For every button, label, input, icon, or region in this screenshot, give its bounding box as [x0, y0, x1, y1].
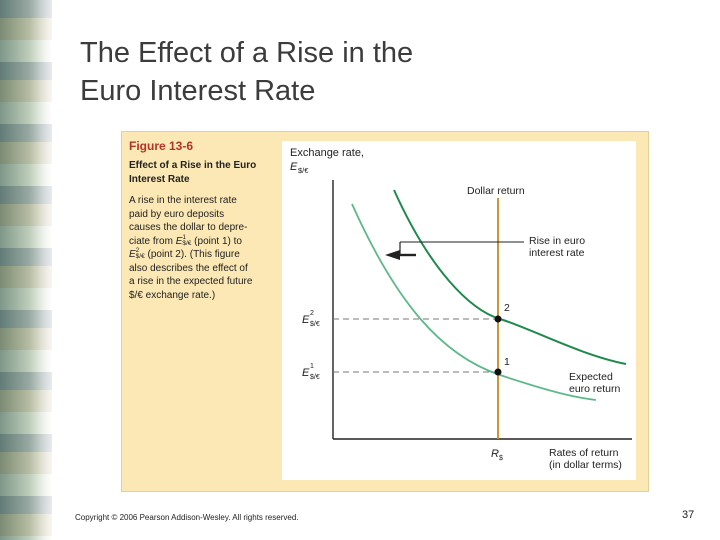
y-axis-label: Exchange rate,	[290, 147, 364, 159]
expected-euro-return-curve-old	[351, 203, 597, 401]
figure-desc-e1-symbol: E	[175, 235, 183, 247]
y-axis-subscript: $/€	[298, 166, 309, 175]
figure-desc-e2-sub: $/€	[135, 253, 145, 261]
e1-axis-subscript: $/€	[310, 374, 320, 381]
figure-heading-line-2: Interest Rate	[129, 174, 190, 185]
figure-heading-line-1: Effect of a Rise in the Euro	[129, 160, 257, 171]
figure-description: A rise in the interest rate paid by euro…	[129, 194, 279, 302]
figure-heading: Effect of a Rise in the Euro Interest Ra…	[129, 159, 279, 187]
slide-title-line-2: Euro Interest Rate	[80, 75, 316, 107]
copyright-notice: Copyright © 2006 Pearson Addison-Wesley.…	[75, 513, 299, 522]
graph-panel	[282, 141, 636, 480]
y-axis-symbol: E	[290, 161, 298, 173]
side-strip-fade	[30, 0, 70, 540]
figure-desc-line-1: A rise in the interest rate	[129, 195, 237, 206]
figure-desc-line-4-pre: ciate from	[129, 235, 176, 247]
x-axis-label-line-2: (in dollar terms)	[549, 459, 622, 471]
shift-label-line-2: interest rate	[529, 247, 585, 259]
slide-title: The Effect of a Rise in the Euro Interes…	[80, 34, 680, 110]
expected-euro-return-label-line-1: Expected	[569, 371, 613, 383]
point-2-label: 2	[504, 302, 510, 314]
e2-axis-symbol: E	[302, 314, 310, 326]
expected-euro-return-label-line-2: euro return	[569, 383, 621, 395]
slide-title-line-1: The Effect of a Rise in the	[80, 37, 414, 69]
figure-desc-line-8: $/€ exchange rate.)	[129, 289, 216, 301]
rs-axis-subscript: $	[499, 455, 503, 462]
equilibrium-point-1	[494, 368, 502, 376]
figure-label: Figure 13-6	[129, 139, 194, 153]
dollar-return-label: Dollar return	[467, 185, 525, 197]
figure-desc-line-5-post: (point 2). (This figure	[144, 249, 240, 260]
e2-axis-subscript: $/€	[310, 321, 320, 328]
figure-desc-line-5: E 2 $/€ (point 2). (This figure	[129, 248, 279, 262]
e2-axis-superscript: 2	[310, 310, 314, 317]
e1-axis-superscript: 1	[310, 363, 314, 370]
figure-desc-e1-sup: 1	[182, 233, 186, 241]
rs-axis-symbol: R	[491, 448, 499, 460]
figure-desc-line-3: causes the dollar to depre-	[129, 222, 248, 233]
equilibrium-point-2	[494, 315, 502, 323]
figure-desc-line-4-post: (point 1) to	[191, 235, 242, 247]
figure-desc-e1-sub: $/€	[182, 239, 192, 247]
e1-axis-symbol: E	[302, 367, 310, 379]
figure-desc-line-7: a rise in the expected future	[129, 276, 253, 287]
shift-label-line-1: Rise in euro	[529, 235, 585, 247]
figure-desc-e2-symbol: E	[129, 249, 136, 260]
expected-euro-return-curve-new	[393, 189, 627, 365]
figure-desc-e2-sup: 2	[135, 247, 140, 255]
figure-desc-line-2: paid by euro deposits	[129, 208, 225, 220]
shift-arrow-head	[385, 250, 400, 260]
x-axis-label-line-1: Rates of return	[549, 447, 619, 459]
point-1-label: 1	[504, 356, 510, 368]
figure-desc-line-6: also describes the effect of	[129, 262, 248, 274]
page-number: 37	[682, 509, 695, 521]
figure-desc-line-4: ciate from E 1 $/€ (point 1) to	[129, 233, 279, 249]
shift-arrow-bend	[399, 242, 414, 256]
